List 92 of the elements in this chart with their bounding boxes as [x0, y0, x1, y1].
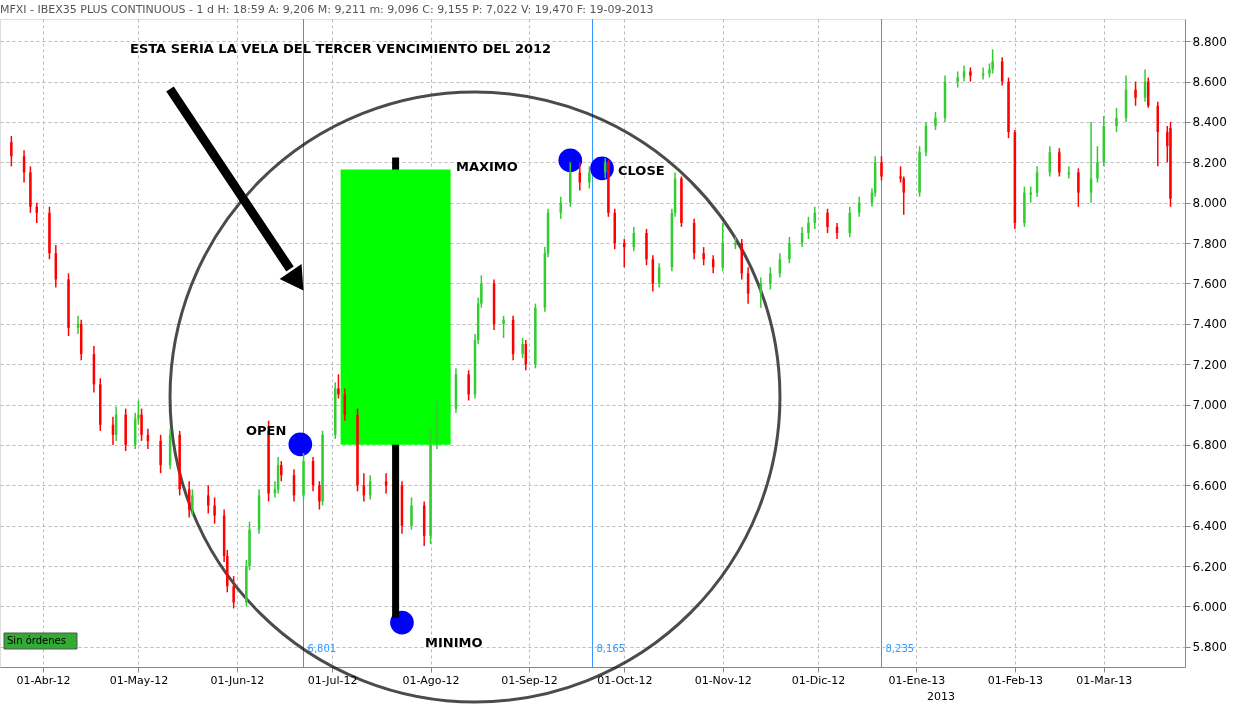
candlestick — [502, 315, 505, 339]
y-tick-label: 7.600 — [1192, 276, 1227, 291]
candlestick — [858, 195, 861, 218]
point — [558, 148, 583, 173]
y-tick-label: 7.200 — [1192, 357, 1227, 372]
x-tick-label: 01-Abr-12 — [16, 673, 71, 687]
annotation: MAXIMO — [456, 159, 518, 174]
candlestick — [934, 111, 937, 131]
candlestick — [1077, 167, 1080, 208]
y-tick-label: 8.000 — [1192, 196, 1227, 211]
candlestick — [1058, 147, 1061, 178]
y-tick-label: 7.800 — [1192, 236, 1227, 251]
candlestick — [848, 205, 851, 238]
candlestick — [1023, 185, 1026, 228]
candlestick — [880, 155, 883, 182]
candlestick — [232, 575, 235, 610]
text: 2013 — [927, 690, 955, 703]
candlestick — [918, 145, 921, 198]
x-tick-label: 01-Nov-12 — [694, 673, 752, 687]
x-tick-label: 01-Ene-13 — [888, 673, 946, 687]
candlestick — [178, 430, 181, 497]
x-tick-label: 01-Sep-12 — [501, 673, 558, 687]
candlestick — [429, 428, 432, 545]
candlestick — [956, 70, 959, 89]
point — [390, 610, 414, 635]
point — [288, 432, 313, 457]
x-tick-label: 01-May-12 — [109, 673, 169, 687]
x-tick-label: 01-Dic-12 — [791, 673, 846, 687]
candlestick — [721, 222, 724, 273]
candlestick — [140, 407, 143, 442]
y-tick-label: 6.600 — [1192, 478, 1227, 493]
annotation: MINIMO — [425, 635, 483, 650]
y-tick-label: 7.000 — [1192, 398, 1227, 413]
candlestick — [588, 165, 591, 190]
candlestick — [559, 195, 562, 220]
candlestick — [769, 266, 772, 291]
x-tick-label: 01-Jul-12 — [307, 673, 358, 687]
candlestick — [702, 246, 705, 267]
candlestick — [124, 407, 127, 452]
y-tick-label: 6.400 — [1192, 519, 1227, 534]
candlestick — [680, 175, 683, 228]
candlestick — [991, 48, 994, 75]
ref-line-label: 6,801 — [307, 643, 337, 654]
candlestick — [318, 480, 321, 511]
candlestick — [807, 216, 810, 240]
candlestick — [410, 496, 413, 531]
candlestick — [969, 66, 972, 83]
candlestick — [607, 159, 610, 218]
candlestick — [521, 337, 524, 359]
y-tick-label: 8.600 — [1192, 75, 1227, 90]
y-tick-label: 8.800 — [1192, 34, 1227, 49]
candlestick — [1007, 76, 1010, 139]
candlestick — [159, 434, 162, 474]
candlestick — [337, 373, 340, 400]
x-tick-label: 01-Ago-12 — [402, 673, 460, 687]
y-tick-label: 8.200 — [1192, 155, 1227, 170]
x-tick-label: 01-Feb-13 — [987, 673, 1044, 687]
y-tick-label: 6.200 — [1192, 559, 1227, 574]
x-tick-label: 01-Jun-12 — [210, 673, 265, 687]
chart-title: MFXI - IBEX35 PLUS CONTINUOUS - 1 d H: 18:59 A: 9,206 M: 9,211 m: 9,096 C: 9,155 P: 7,022 V: 19,470 F: 19-09-2013 — [0, 2, 654, 16]
candlestick — [48, 205, 51, 260]
x-tick-label: 01-Oct-12 — [597, 673, 653, 687]
candlestick — [191, 488, 194, 517]
annotation: Sin órdenes — [7, 635, 66, 646]
candlestick — [1096, 145, 1099, 184]
candlestick — [788, 236, 791, 265]
y-tick-label: 5.800 — [1192, 640, 1227, 655]
candlestick — [302, 452, 305, 501]
candlestick — [623, 238, 626, 269]
annotation: CLOSE — [618, 163, 665, 178]
ref-line-label: 8,235 — [885, 643, 915, 654]
candlestick — [280, 460, 283, 483]
candlestick — [10, 135, 13, 168]
candlestick — [67, 272, 70, 337]
candlestick — [29, 165, 32, 214]
y-tick-label: 7.400 — [1192, 317, 1227, 332]
candlestick — [321, 430, 324, 507]
ref-line-label: 8,165 — [596, 643, 626, 654]
candlestick — [467, 369, 470, 402]
y-tick-label: 8.400 — [1192, 115, 1227, 130]
candlestick — [1134, 80, 1137, 107]
x-tick-label: 01-Mar-13 — [1076, 673, 1133, 687]
candlestick — [1169, 121, 1172, 208]
candlestick — [826, 208, 829, 234]
candlestick — [734, 236, 737, 250]
candlestick — [356, 407, 359, 493]
candlestick — [645, 228, 648, 267]
y-tick-label: 6.800 — [1192, 438, 1227, 453]
candlestick — [1115, 107, 1118, 133]
candlestick — [213, 496, 216, 525]
y-tick-label: 6.000 — [1192, 599, 1227, 614]
candlestick — [534, 302, 537, 369]
